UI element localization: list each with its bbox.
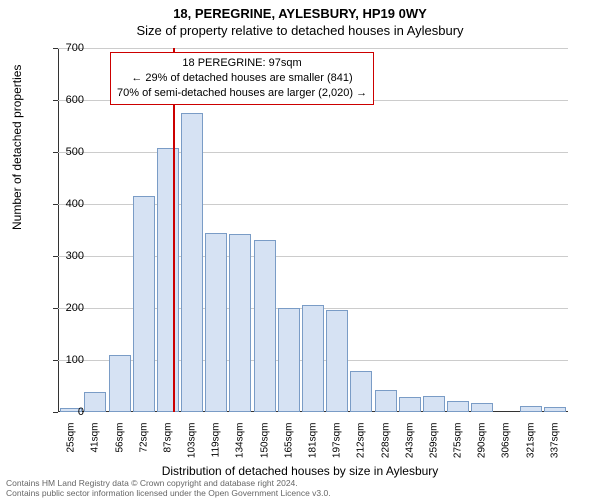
y-tick-label: 200 xyxy=(44,302,84,314)
x-tick-label: 119sqm xyxy=(211,423,222,469)
y-tick-label: 300 xyxy=(44,250,84,262)
histogram-bar xyxy=(520,406,542,412)
histogram-bar xyxy=(181,113,203,412)
histogram-bar xyxy=(254,240,276,412)
x-tick-label: 212sqm xyxy=(356,423,367,469)
gridline xyxy=(58,152,568,153)
y-tick-label: 500 xyxy=(44,146,84,158)
x-tick-label: 87sqm xyxy=(162,423,173,469)
x-tick-label: 197sqm xyxy=(332,423,343,469)
histogram-bar xyxy=(157,148,179,412)
info-box: 18 PEREGRINE: 97sqm ← 29% of detached ho… xyxy=(110,52,374,105)
histogram-bar xyxy=(375,390,397,412)
x-tick-label: 103sqm xyxy=(187,423,198,469)
y-tick-label: 100 xyxy=(44,354,84,366)
x-tick-label: 321sqm xyxy=(525,423,536,469)
histogram-bar xyxy=(278,308,300,412)
histogram-chart: 25sqm41sqm56sqm72sqm87sqm103sqm119sqm134… xyxy=(58,48,568,412)
x-tick-label: 56sqm xyxy=(114,423,125,469)
page-subtitle: Size of property relative to detached ho… xyxy=(0,21,600,38)
histogram-bar xyxy=(423,396,445,412)
histogram-bar xyxy=(109,355,131,412)
info-line-1: 18 PEREGRINE: 97sqm xyxy=(117,56,367,71)
x-tick-label: 228sqm xyxy=(380,423,391,469)
page-title: 18, PEREGRINE, AYLESBURY, HP19 0WY xyxy=(0,0,600,21)
x-axis-caption: Distribution of detached houses by size … xyxy=(0,464,600,478)
histogram-bar xyxy=(447,401,469,412)
x-tick-label: 72sqm xyxy=(138,423,149,469)
y-tick-label: 400 xyxy=(44,198,84,210)
attribution: Contains HM Land Registry data © Crown c… xyxy=(6,478,331,498)
x-tick-label: 150sqm xyxy=(259,423,270,469)
x-tick-label: 275sqm xyxy=(453,423,464,469)
x-tick-label: 134sqm xyxy=(235,423,246,469)
x-tick-label: 259sqm xyxy=(428,423,439,469)
x-tick-label: 243sqm xyxy=(404,423,415,469)
x-tick-label: 306sqm xyxy=(501,423,512,469)
x-tick-label: 181sqm xyxy=(308,423,319,469)
x-tick-label: 25sqm xyxy=(66,423,77,469)
histogram-bar xyxy=(471,403,493,412)
x-tick-label: 41sqm xyxy=(90,423,101,469)
x-tick-label: 290sqm xyxy=(477,423,488,469)
info-line-2: ← 29% of detached houses are smaller (84… xyxy=(117,71,367,86)
histogram-bar xyxy=(544,407,566,412)
histogram-bar xyxy=(302,305,324,412)
histogram-bar xyxy=(205,233,227,412)
histogram-bar xyxy=(84,392,106,412)
y-tick-label: 700 xyxy=(44,42,84,54)
histogram-bar xyxy=(133,196,155,412)
info-line-3: 70% of semi-detached houses are larger (… xyxy=(117,86,367,101)
y-axis-label: Number of detached properties xyxy=(10,65,24,230)
attribution-line-1: Contains HM Land Registry data © Crown c… xyxy=(6,478,331,488)
y-tick-label: 600 xyxy=(44,94,84,106)
histogram-bar xyxy=(326,310,348,412)
gridline xyxy=(58,48,568,49)
attribution-line-2: Contains public sector information licen… xyxy=(6,488,331,498)
histogram-bar xyxy=(399,397,421,412)
histogram-bar xyxy=(229,234,251,412)
x-tick-label: 165sqm xyxy=(283,423,294,469)
y-tick-label: 0 xyxy=(44,406,84,418)
histogram-bar xyxy=(350,371,372,412)
x-tick-label: 337sqm xyxy=(549,423,560,469)
